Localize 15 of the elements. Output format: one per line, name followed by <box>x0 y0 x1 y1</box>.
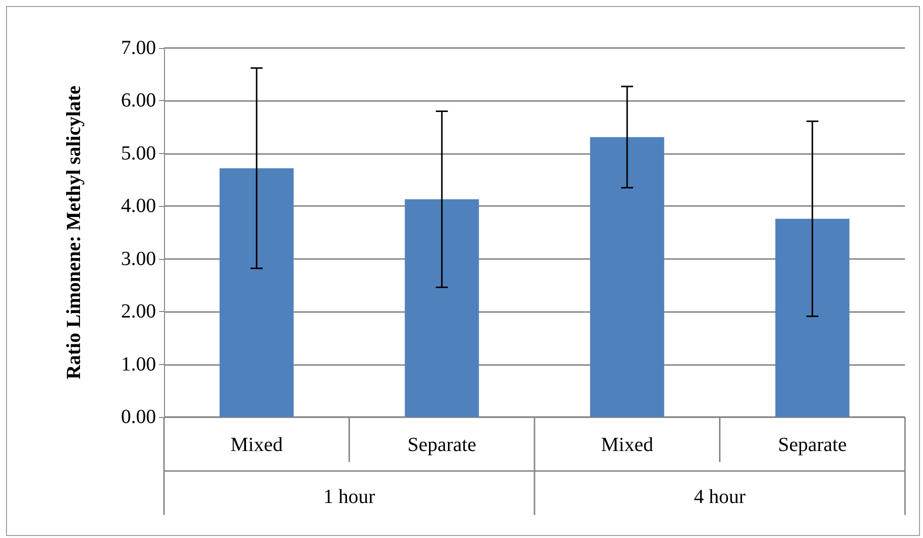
y-tick-label: 4.00 <box>121 195 156 218</box>
x-tick-label: Separate <box>778 434 847 456</box>
x-tick-label: Mixed <box>601 434 654 456</box>
y-tick-label: 2.00 <box>121 300 156 323</box>
x-tick-label: Separate <box>407 434 476 456</box>
text: 4 hour <box>694 486 746 508</box>
y-tick-label: 5.00 <box>121 142 156 164</box>
text: 1 hour <box>323 486 376 508</box>
x-tick-label: Mixed <box>230 434 283 456</box>
y-axis-title: Ratio Limonene: Methyl salicylate <box>63 85 85 380</box>
y-tick-label: 0.00 <box>121 406 156 428</box>
y-tick-label: 6.00 <box>121 90 156 112</box>
y-tick-label: 1.00 <box>121 353 156 376</box>
y-tick-label: 7.00 <box>121 37 156 59</box>
y-tick-label: 3.00 <box>121 248 156 270</box>
